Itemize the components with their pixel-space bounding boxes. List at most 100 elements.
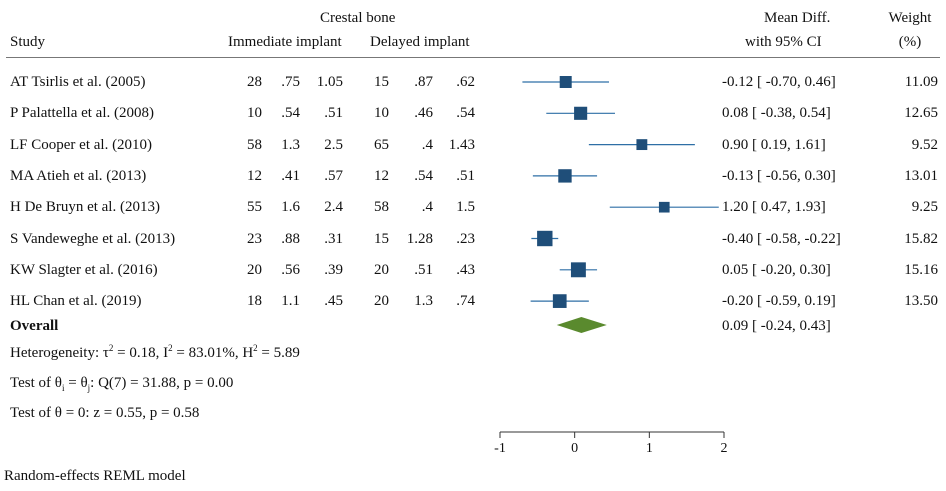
cell-d-n: 10 [374, 105, 389, 121]
x-tick-label: 0 [571, 441, 578, 456]
immediate-implant-header: Immediate implant [228, 34, 342, 50]
ci-text: 0.08 [ -0.38, 0.54] [722, 105, 831, 121]
study-column-header: Study [10, 34, 46, 50]
study-marker [658, 201, 670, 213]
cell-i-sd: .51 [324, 105, 343, 121]
study-marker [537, 230, 553, 247]
weight-value: 13.50 [904, 293, 938, 309]
ci-text: 0.90 [ 0.19, 1.61] [722, 137, 826, 153]
x-tick-label: 1 [646, 441, 653, 456]
study-marker [552, 294, 567, 308]
cell-i-n: 12 [247, 168, 262, 184]
cell-d-sd: 1.5 [456, 199, 475, 215]
study-name: S Vandeweghe et al. (2013) [10, 231, 176, 247]
cell-i-mean: .56 [281, 262, 300, 278]
cell-d-sd: .51 [456, 168, 475, 184]
weight-value: 15.16 [904, 262, 938, 278]
cell-i-n: 55 [247, 199, 262, 215]
cell-d-sd: .43 [456, 262, 475, 278]
cell-i-n: 58 [247, 137, 262, 153]
cell-d-n: 15 [374, 74, 389, 90]
cell-i-sd: 2.5 [324, 137, 343, 153]
mean-diff-header: Mean Diff. [764, 10, 831, 26]
cell-i-n: 20 [247, 262, 262, 278]
cell-d-sd: .23 [456, 231, 475, 247]
weight-value: 12.65 [904, 105, 938, 121]
cell-d-mean: .46 [414, 105, 433, 121]
model-footer: Random-effects REML model [4, 468, 186, 484]
cell-i-mean: .54 [281, 105, 300, 121]
ci-text: 1.20 [ 0.47, 1.93] [722, 199, 826, 215]
ci-header: with 95% CI [745, 34, 822, 50]
cell-i-mean: 1.1 [281, 293, 300, 309]
cell-d-sd: .62 [456, 74, 475, 90]
cell-i-mean: .41 [281, 168, 300, 184]
cell-d-n: 20 [374, 262, 389, 278]
cell-i-mean: 1.3 [281, 137, 300, 153]
ci-text: -0.13 [ -0.56, 0.30] [722, 168, 836, 184]
delayed-implant-header: Delayed implant [370, 34, 470, 50]
cell-d-n: 12 [374, 168, 389, 184]
cell-d-n: 65 [374, 137, 389, 153]
cell-i-sd: 1.05 [316, 74, 343, 90]
x-tick-label: -1 [494, 441, 506, 456]
study-marker [558, 169, 572, 183]
study-marker [570, 262, 586, 278]
weight-header: Weight [888, 10, 932, 26]
cell-i-sd: .39 [324, 262, 343, 278]
cell-d-mean: 1.3 [414, 293, 433, 309]
study-name: LF Cooper et al. (2010) [10, 137, 153, 153]
study-name: KW Slagter et al. (2016) [10, 262, 158, 278]
cell-i-n: 28 [247, 74, 262, 90]
cell-i-sd: .57 [324, 168, 343, 184]
overall-diamond [556, 317, 607, 333]
crestal-bone-header: Crestal bone [320, 10, 396, 26]
cell-d-mean: 1.28 [406, 231, 433, 247]
x-tick-label: 2 [721, 441, 728, 456]
study-marker [574, 106, 588, 120]
ci-text: 0.05 [ -0.20, 0.30] [722, 262, 831, 278]
cell-d-mean: .4 [421, 199, 433, 215]
cell-d-n: 58 [374, 199, 389, 215]
weight-value: 9.52 [911, 137, 938, 153]
cell-i-sd: .45 [324, 293, 343, 309]
weight-value: 9.25 [911, 199, 938, 215]
cell-d-mean: .54 [414, 168, 433, 184]
weight-value: 13.01 [904, 168, 938, 184]
ci-text: -0.12 [ -0.70, 0.46] [722, 74, 836, 90]
study-name: HL Chan et al. (2019) [10, 293, 142, 309]
cell-d-n: 20 [374, 293, 389, 309]
weight-unit-header: (%) [898, 34, 922, 50]
weight-value: 15.82 [904, 231, 938, 247]
study-marker [636, 139, 648, 151]
heterogeneity-text: Heterogeneity: τ2 = 0.18, I2 = 83.01%, H… [10, 343, 300, 362]
cell-i-sd: 2.4 [324, 199, 343, 215]
cell-d-sd: .74 [456, 293, 475, 309]
ci-text: -0.40 [ -0.58, -0.22] [722, 231, 841, 247]
ci-text: -0.20 [ -0.59, 0.19] [722, 293, 836, 309]
cell-i-n: 18 [247, 293, 262, 309]
header-rule [6, 57, 940, 58]
study-name: AT Tsirlis et al. (2005) [10, 74, 146, 90]
cell-i-mean: 1.6 [281, 199, 300, 215]
overall-label: Overall [10, 318, 59, 334]
cell-d-sd: .54 [456, 105, 475, 121]
test-q-text: Test of θi = θj: Q(7) = 31.88, p = 0.00 [10, 375, 234, 393]
weight-value: 11.09 [904, 74, 938, 90]
study-name: P Palattella et al. (2008) [10, 105, 154, 121]
cell-i-mean: .75 [281, 74, 300, 90]
study-name: H De Bruyn et al. (2013) [10, 199, 160, 215]
cell-d-sd: 1.43 [448, 137, 475, 153]
cell-d-n: 15 [374, 231, 389, 247]
cell-i-n: 10 [247, 105, 262, 121]
study-marker [559, 76, 572, 88]
cell-d-mean: .87 [414, 74, 433, 90]
test-z-text: Test of θ = 0: z = 0.55, p = 0.58 [10, 405, 200, 421]
cell-i-n: 23 [247, 231, 262, 247]
cell-i-sd: .31 [324, 231, 343, 247]
cell-d-mean: .4 [421, 137, 433, 153]
study-name: MA Atieh et al. (2013) [10, 168, 147, 184]
cell-d-mean: .51 [414, 262, 433, 278]
cell-i-mean: .88 [281, 231, 300, 247]
